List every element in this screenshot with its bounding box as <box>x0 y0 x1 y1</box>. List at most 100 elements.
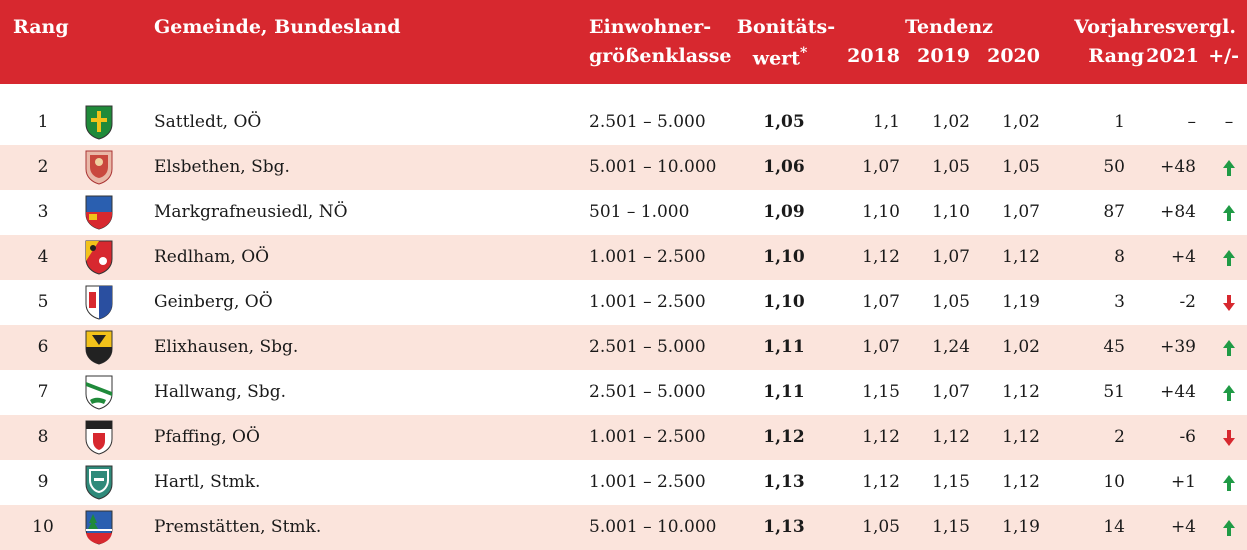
table-header: Rang Gemeinde, Bundesland Einwohner- grö… <box>0 0 1247 84</box>
rank-cell: 6 <box>37 337 49 357</box>
trend-2018-cell: 1,12 <box>862 247 900 267</box>
trend-none: – <box>1224 112 1234 132</box>
trend-2020-cell: 1,12 <box>1002 247 1040 267</box>
trend-up-icon <box>1222 382 1236 402</box>
trend-indicator <box>1222 370 1236 415</box>
header-trend: Tendenz <box>905 16 993 38</box>
municipality-cell: Elixhausen, Sbg. <box>154 337 299 357</box>
rank-cell: 10 <box>32 517 54 537</box>
rank-diff-cell: +4 <box>1170 517 1196 537</box>
table-row: 9 Hartl, Stmk. 1.001 – 2.500 1,13 1,12 1,15 1,… <box>0 460 1247 505</box>
size-class-cell: 501 – 1.000 <box>589 202 690 222</box>
table-body: 1 Sattledt, OÖ 2.501 – 5.000 1,05 1,1 1,02 1,0… <box>0 100 1247 550</box>
trend-down-icon <box>1222 427 1236 447</box>
trend-2019-cell: 1,12 <box>932 427 970 447</box>
trend-indicator <box>1222 190 1236 235</box>
rank-cell: 4 <box>37 247 49 267</box>
trend-down-icon <box>1222 292 1236 312</box>
size-class-cell: 2.501 – 5.000 <box>589 112 706 132</box>
table-row: 6 Elixhausen, Sbg. 2.501 – 5.000 1,11 1,07 1,… <box>0 325 1247 370</box>
rank-cell: 2 <box>37 157 49 177</box>
header-size-line2: größenklasse <box>589 45 732 67</box>
trend-2019-cell: 1,05 <box>932 157 970 177</box>
trend-2019-cell: 1,02 <box>932 112 970 132</box>
table-row: 5 Geinberg, OÖ 1.001 – 2.500 1,10 1,07 1,05 1,… <box>0 280 1247 325</box>
crest-blue-red-icon <box>84 194 114 230</box>
header-score-line2: wert* <box>752 45 808 70</box>
rank-diff-cell: – <box>1187 112 1197 132</box>
trend-2018-cell: 1,1 <box>872 112 900 132</box>
table-row: 7 Hallwang, Sbg. 2.501 – 5.000 1,11 1,15 1,07… <box>0 370 1247 415</box>
trend-2018-cell: 1,15 <box>862 382 900 402</box>
size-class-cell: 1.001 – 2.500 <box>589 247 706 267</box>
header-municipality: Gemeinde, Bundesland <box>154 16 401 38</box>
municipality-cell: Pfaffing, OÖ <box>154 427 260 447</box>
header-rank: Rang <box>13 16 69 38</box>
prev-rank-cell: 8 <box>1114 247 1125 267</box>
trend-2019-cell: 1,05 <box>932 292 970 312</box>
crest-cross-green-icon <box>84 104 114 140</box>
crest-blue-split-icon <box>84 284 114 320</box>
municipality-cell: Hartl, Stmk. <box>154 472 261 492</box>
trend-2019-cell: 1,24 <box>932 337 970 357</box>
trend-indicator: – <box>1225 100 1234 145</box>
prev-rank-cell: 45 <box>1103 337 1125 357</box>
trend-indicator <box>1222 325 1236 370</box>
trend-2019-cell: 1,07 <box>932 247 970 267</box>
rank-cell: 9 <box>37 472 49 492</box>
crest-blue-tree-icon <box>84 509 114 545</box>
trend-2018-cell: 1,07 <box>862 157 900 177</box>
score-cell: 1,11 <box>763 337 805 357</box>
header-size-line1: Einwohner- <box>589 16 712 38</box>
header-2020: 2020 <box>987 45 1040 67</box>
table-row: 3 Markgrafneusiedl, NÖ 501 – 1.000 1,09 1,10… <box>0 190 1247 235</box>
table-row: 8 Pfaffing, OÖ 1.001 – 2.500 1,12 1,12 1,12 1,… <box>0 415 1247 460</box>
trend-up-icon <box>1222 202 1236 222</box>
municipality-cell: Geinberg, OÖ <box>154 292 273 312</box>
prev-rank-cell: 51 <box>1103 382 1125 402</box>
score-cell: 1,10 <box>763 247 805 267</box>
rank-diff-cell: +44 <box>1160 382 1196 402</box>
size-class-cell: 1.001 – 2.500 <box>589 427 706 447</box>
score-cell: 1,05 <box>763 112 805 132</box>
table-row: 1 Sattledt, OÖ 2.501 – 5.000 1,05 1,1 1,02 1,0… <box>0 100 1247 145</box>
score-cell: 1,11 <box>763 382 805 402</box>
trend-up-icon <box>1222 517 1236 537</box>
trend-2020-cell: 1,12 <box>1002 427 1040 447</box>
rank-diff-cell: -2 <box>1179 292 1196 312</box>
trend-2018-cell: 1,07 <box>862 292 900 312</box>
rank-cell: 8 <box>37 427 49 447</box>
rank-diff-cell: +4 <box>1170 247 1196 267</box>
trend-2020-cell: 1,07 <box>1002 202 1040 222</box>
trend-indicator <box>1222 235 1236 280</box>
trend-2020-cell: 1,02 <box>1002 337 1040 357</box>
trend-2018-cell: 1,05 <box>862 517 900 537</box>
score-cell: 1,13 <box>763 472 805 492</box>
trend-up-icon <box>1222 157 1236 177</box>
size-class-cell: 1.001 – 2.500 <box>589 292 706 312</box>
trend-indicator <box>1222 505 1236 550</box>
trend-2020-cell: 1,19 <box>1002 292 1040 312</box>
header-prev-diff: +/- <box>1208 45 1239 67</box>
municipality-cell: Premstätten, Stmk. <box>154 517 322 537</box>
rank-diff-cell: +1 <box>1170 472 1196 492</box>
header-prev-comparison: Vorjahresvergl. <box>1074 16 1236 38</box>
trend-2020-cell: 1,12 <box>1002 382 1040 402</box>
rank-cell: 5 <box>37 292 49 312</box>
header-prev-year: 2021 <box>1146 45 1199 67</box>
rank-cell: 7 <box>37 382 49 402</box>
trend-indicator <box>1222 280 1236 325</box>
score-cell: 1,12 <box>763 427 805 447</box>
prev-rank-cell: 1 <box>1114 112 1125 132</box>
trend-up-icon <box>1222 337 1236 357</box>
table-row: 2 Elsbethen, Sbg. 5.001 – 10.000 1,06 1,07 1,… <box>0 145 1247 190</box>
rank-cell: 1 <box>37 112 49 132</box>
trend-indicator <box>1222 415 1236 460</box>
prev-rank-cell: 87 <box>1103 202 1125 222</box>
trend-2019-cell: 1,07 <box>932 382 970 402</box>
header-score-footnote-mark: * <box>799 45 808 61</box>
size-class-cell: 2.501 – 5.000 <box>589 337 706 357</box>
header-2018: 2018 <box>847 45 900 67</box>
trend-up-icon <box>1222 247 1236 267</box>
